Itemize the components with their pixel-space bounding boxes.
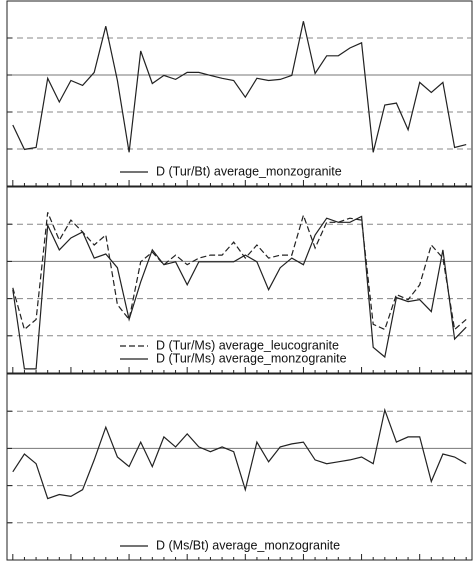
plot-frame <box>6 373 473 561</box>
data-line <box>12 215 467 370</box>
legend-label: D (Tur/Ms) average_monzogranite <box>156 351 347 365</box>
data-line <box>12 407 467 500</box>
legend-label: D (Ms/Bt) average_monzogranite <box>156 538 340 552</box>
data-line <box>12 212 467 331</box>
plot-frame <box>6 0 473 187</box>
plot-frame <box>6 186 473 374</box>
data-line <box>12 21 467 153</box>
legend-label: D (Tur/Bt) average_monzogranite <box>156 164 342 178</box>
legend-label: D (Tur/Ms) average_leucogranite <box>156 338 339 352</box>
